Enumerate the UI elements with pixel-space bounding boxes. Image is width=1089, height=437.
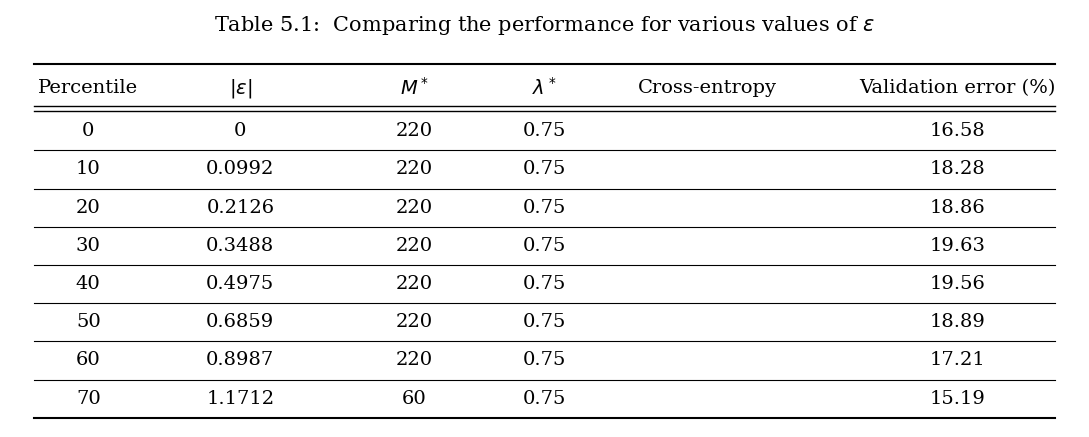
Text: Validation error (%): Validation error (%): [859, 79, 1055, 97]
Text: 0.8987: 0.8987: [206, 351, 274, 370]
Text: 1.1712: 1.1712: [206, 390, 274, 408]
Text: 30: 30: [76, 237, 100, 255]
Text: Percentile: Percentile: [38, 79, 138, 97]
Text: 0.75: 0.75: [523, 351, 566, 370]
Text: $|\epsilon|$: $|\epsilon|$: [229, 77, 252, 100]
Text: 10: 10: [76, 160, 100, 178]
Text: Table 5.1:  Comparing the performance for various values of $\epsilon$: Table 5.1: Comparing the performance for…: [215, 14, 874, 38]
Text: 0.6859: 0.6859: [206, 313, 274, 331]
Text: 0.75: 0.75: [523, 237, 566, 255]
Text: 0.75: 0.75: [523, 199, 566, 217]
Text: 0: 0: [82, 122, 95, 140]
Text: 60: 60: [402, 390, 427, 408]
Text: 0.75: 0.75: [523, 160, 566, 178]
Text: 17.21: 17.21: [929, 351, 986, 370]
Text: 0.75: 0.75: [523, 122, 566, 140]
Text: $\lambda^*$: $\lambda^*$: [533, 77, 556, 99]
Text: 220: 220: [395, 199, 432, 217]
Text: 0.3488: 0.3488: [206, 237, 274, 255]
Text: 0: 0: [234, 122, 246, 140]
Text: 220: 220: [395, 237, 432, 255]
Text: 19.56: 19.56: [929, 275, 986, 293]
Text: 0.0992: 0.0992: [206, 160, 274, 178]
Text: 18.28: 18.28: [929, 160, 986, 178]
Text: 0.75: 0.75: [523, 390, 566, 408]
Text: 50: 50: [76, 313, 100, 331]
Text: 220: 220: [395, 351, 432, 370]
Text: 0.75: 0.75: [523, 275, 566, 293]
Text: 70: 70: [76, 390, 100, 408]
Text: 16.58: 16.58: [929, 122, 986, 140]
Text: $M^*$: $M^*$: [400, 77, 429, 99]
Text: 220: 220: [395, 122, 432, 140]
Text: 18.86: 18.86: [929, 199, 986, 217]
Text: 0.75: 0.75: [523, 313, 566, 331]
Text: 0.2126: 0.2126: [206, 199, 274, 217]
Text: 220: 220: [395, 160, 432, 178]
Text: Cross-entropy: Cross-entropy: [638, 79, 776, 97]
Text: 40: 40: [76, 275, 100, 293]
Text: 15.19: 15.19: [929, 390, 986, 408]
Text: 18.89: 18.89: [929, 313, 986, 331]
Text: 220: 220: [395, 313, 432, 331]
Text: 19.63: 19.63: [929, 237, 986, 255]
Text: 60: 60: [76, 351, 100, 370]
Text: 220: 220: [395, 275, 432, 293]
Text: 0.4975: 0.4975: [206, 275, 274, 293]
Text: 20: 20: [76, 199, 100, 217]
